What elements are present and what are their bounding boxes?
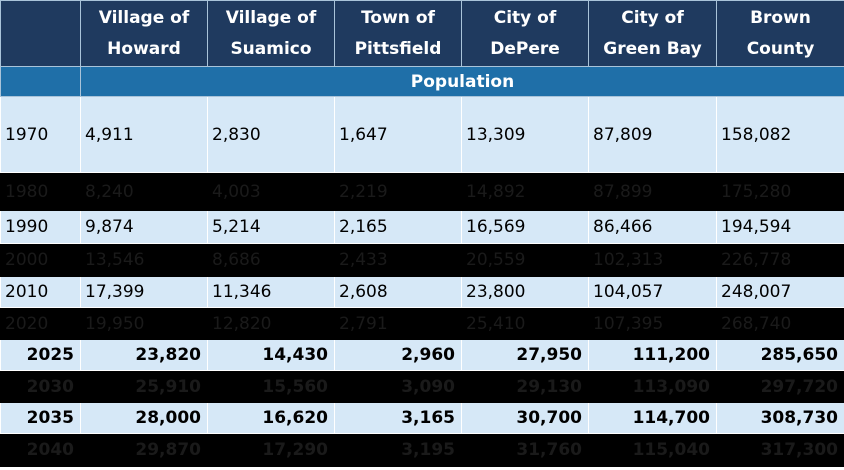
value-cell: 29,870 (80, 433, 208, 467)
table-row: 2025 23,820 14,430 2,960 27,950 111,200 … (0, 339, 844, 371)
value-cell: 12,820 (207, 307, 335, 340)
value-cell: 194,594 (716, 210, 844, 244)
value-cell: 226,778 (716, 243, 844, 277)
value-cell: 317,300 (716, 433, 844, 467)
value-cell: 87,899 (588, 172, 717, 211)
value-cell: 3,090 (334, 370, 462, 403)
value-cell: 11,346 (207, 276, 335, 308)
value-cell: 17,290 (207, 433, 335, 467)
value-cell: 2,165 (334, 210, 462, 244)
table-row: 1970 4,911 2,830 1,647 13,309 87,809 158… (0, 96, 844, 173)
value-cell: 30,700 (461, 402, 589, 434)
value-cell: 2,830 (207, 96, 335, 173)
value-cell: 1,647 (334, 96, 462, 173)
value-cell: 28,000 (80, 402, 208, 434)
value-cell: 5,214 (207, 210, 335, 244)
header-village-of-howard: Village of Howard (80, 0, 208, 67)
value-cell: 107,395 (588, 307, 717, 340)
header-row: Village of Howard Village of Suamico Tow… (0, 0, 844, 67)
header-village-of-suamico: Village of Suamico (207, 0, 335, 67)
value-cell: 2,791 (334, 307, 462, 340)
value-cell: 4,003 (207, 172, 335, 211)
value-cell: 111,200 (588, 339, 717, 371)
table-row: 1990 9,874 5,214 2,165 16,569 86,466 194… (0, 210, 844, 244)
value-cell: 4,911 (80, 96, 208, 173)
value-cell: 25,910 (80, 370, 208, 403)
table-row: 2000 13,546 8,686 2,433 20,559 102,313 2… (0, 243, 844, 277)
value-cell: 2,960 (334, 339, 462, 371)
year-cell: 1970 (0, 96, 81, 173)
value-cell: 8,686 (207, 243, 335, 277)
value-cell: 17,399 (80, 276, 208, 308)
value-cell: 19,950 (80, 307, 208, 340)
table-row: 2035 28,000 16,620 3,165 30,700 114,700 … (0, 402, 844, 434)
value-cell: 268,740 (716, 307, 844, 340)
year-cell: 2020 (0, 307, 81, 340)
value-cell: 23,820 (80, 339, 208, 371)
section-blank-cell (0, 66, 81, 97)
value-cell: 2,608 (334, 276, 462, 308)
year-cell: 1980 (0, 172, 81, 211)
value-cell: 158,082 (716, 96, 844, 173)
value-cell: 3,195 (334, 433, 462, 467)
value-cell: 15,560 (207, 370, 335, 403)
year-cell: 2000 (0, 243, 81, 277)
year-cell: 2040 (0, 433, 81, 467)
header-brown-county: Brown County (716, 0, 844, 67)
value-cell: 13,309 (461, 96, 589, 173)
value-cell: 20,559 (461, 243, 589, 277)
table-row: 1980 8,240 4,003 2,219 14,892 87,899 175… (0, 172, 844, 211)
header-city-of-depere: City of DePere (461, 0, 589, 67)
value-cell: 23,800 (461, 276, 589, 308)
header-city-of-green-bay: City of Green Bay (588, 0, 717, 67)
value-cell: 31,760 (461, 433, 589, 467)
value-cell: 8,240 (80, 172, 208, 211)
value-cell: 13,546 (80, 243, 208, 277)
value-cell: 114,700 (588, 402, 717, 434)
year-cell: 2030 (0, 370, 81, 403)
value-cell: 3,165 (334, 402, 462, 434)
section-label: Population (80, 66, 844, 97)
year-cell: 2010 (0, 276, 81, 308)
table-row: 2030 25,910 15,560 3,090 29,130 113,090 … (0, 370, 844, 403)
value-cell: 2,433 (334, 243, 462, 277)
value-cell: 9,874 (80, 210, 208, 244)
header-town-of-pittsfield: Town of Pittsfield (334, 0, 462, 67)
value-cell: 297,720 (716, 370, 844, 403)
value-cell: 308,730 (716, 402, 844, 434)
value-cell: 86,466 (588, 210, 717, 244)
value-cell: 104,057 (588, 276, 717, 308)
table-row: 2040 29,870 17,290 3,195 31,760 115,040 … (0, 433, 844, 467)
value-cell: 16,620 (207, 402, 335, 434)
value-cell: 14,430 (207, 339, 335, 371)
value-cell: 115,040 (588, 433, 717, 467)
value-cell: 29,130 (461, 370, 589, 403)
year-cell: 2025 (0, 339, 81, 371)
value-cell: 2,219 (334, 172, 462, 211)
table-row: 2020 19,950 12,820 2,791 25,410 107,395 … (0, 307, 844, 340)
value-cell: 285,650 (716, 339, 844, 371)
value-cell: 113,090 (588, 370, 717, 403)
value-cell: 102,313 (588, 243, 717, 277)
header-corner (0, 0, 81, 67)
value-cell: 25,410 (461, 307, 589, 340)
value-cell: 16,569 (461, 210, 589, 244)
value-cell: 14,892 (461, 172, 589, 211)
value-cell: 27,950 (461, 339, 589, 371)
value-cell: 248,007 (716, 276, 844, 308)
section-row: Population (0, 66, 844, 97)
year-cell: 1990 (0, 210, 81, 244)
table-row: 2010 17,399 11,346 2,608 23,800 104,057 … (0, 276, 844, 308)
year-cell: 2035 (0, 402, 81, 434)
value-cell: 175,280 (716, 172, 844, 211)
value-cell: 87,809 (588, 96, 717, 173)
